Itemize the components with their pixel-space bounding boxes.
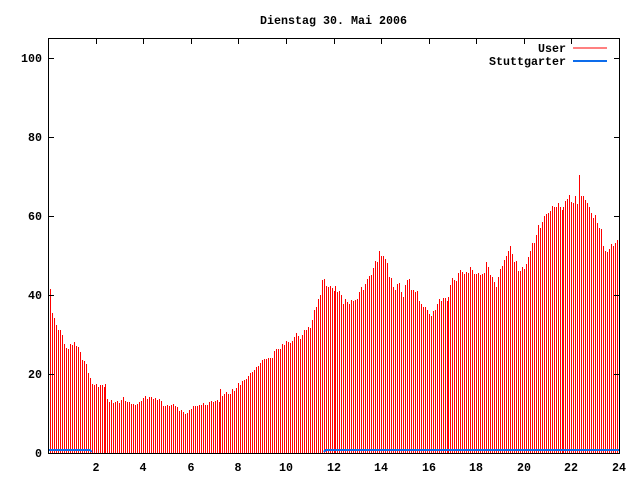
svg-text:User: User xyxy=(538,42,566,56)
svg-text:Stuttgarter: Stuttgarter xyxy=(489,55,566,69)
svg-text:2: 2 xyxy=(93,461,100,475)
svg-text:10: 10 xyxy=(279,461,293,475)
svg-text:4: 4 xyxy=(140,461,147,475)
svg-text:8: 8 xyxy=(235,461,242,475)
svg-text:6: 6 xyxy=(188,461,195,475)
svg-text:0: 0 xyxy=(35,447,42,461)
svg-text:14: 14 xyxy=(374,461,388,475)
svg-text:Dienstag 30. Mai 2006: Dienstag 30. Mai 2006 xyxy=(260,14,407,28)
svg-text:12: 12 xyxy=(327,461,341,475)
svg-text:22: 22 xyxy=(564,461,578,475)
svg-text:18: 18 xyxy=(469,461,483,475)
svg-text:20: 20 xyxy=(517,461,531,475)
svg-text:80: 80 xyxy=(28,131,42,145)
svg-text:20: 20 xyxy=(28,368,42,382)
svg-text:60: 60 xyxy=(28,210,42,224)
svg-text:40: 40 xyxy=(28,289,42,303)
svg-text:100: 100 xyxy=(21,52,42,66)
svg-text:16: 16 xyxy=(422,461,436,475)
svg-text:24: 24 xyxy=(612,461,626,475)
